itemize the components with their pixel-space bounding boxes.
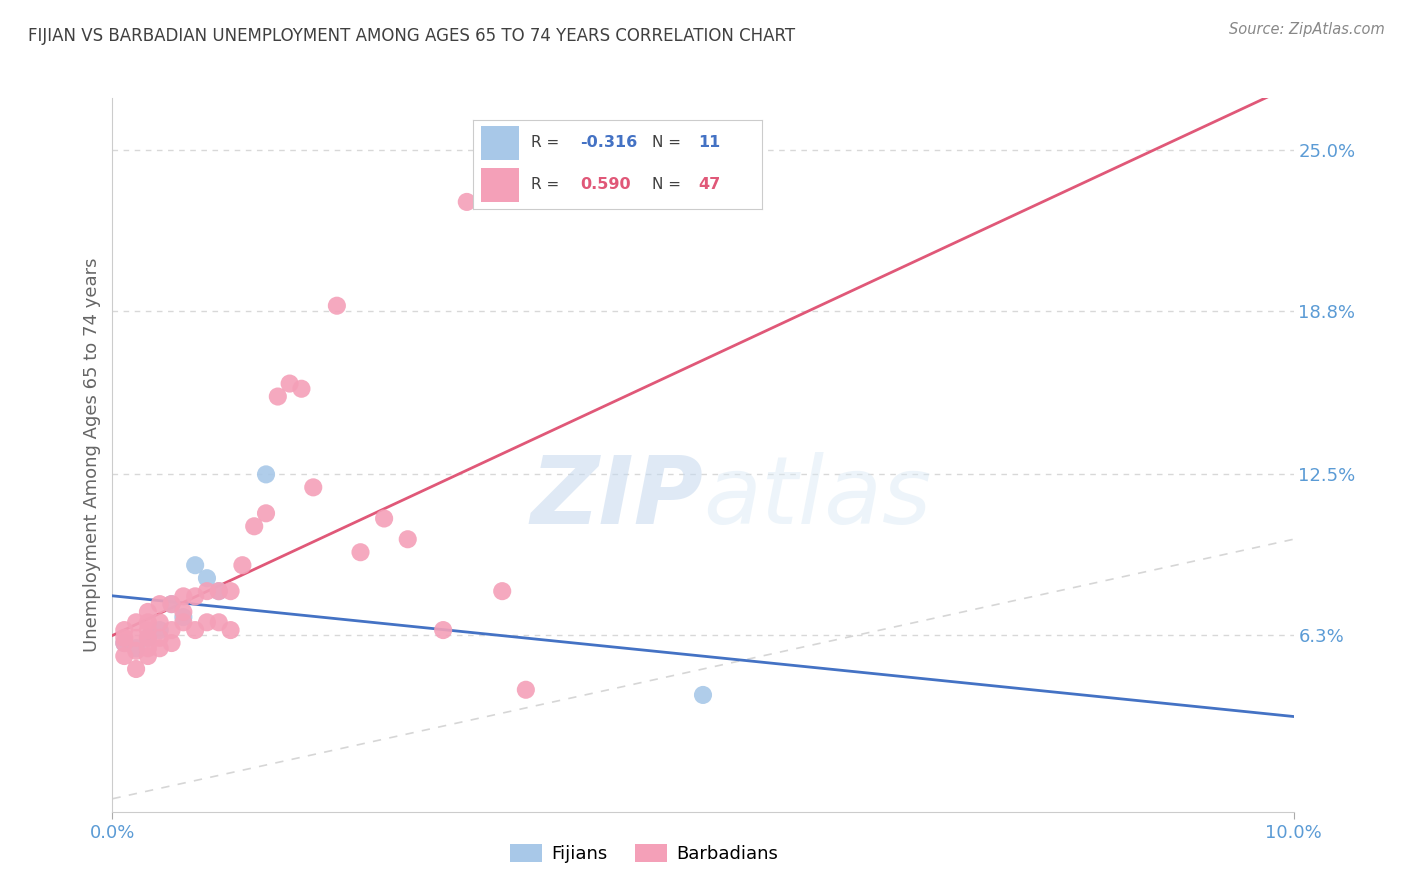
Point (692, 688, 714, 702)
Point (491, 584, 513, 599)
Point (456, 194, 478, 209)
Point (149, 615, 172, 630)
Point (290, 382, 312, 396)
Point (136, 631, 159, 645)
Point (172, 615, 194, 630)
Legend: Fijians, Barbadians: Fijians, Barbadians (502, 837, 786, 871)
Point (149, 641, 172, 656)
Point (195, 615, 218, 630)
Point (112, 631, 135, 645)
Text: ZIP: ZIP (530, 451, 703, 544)
Point (349, 545, 371, 559)
Point (243, 519, 266, 533)
Point (267, 390, 290, 404)
Point (112, 623, 135, 637)
Point (184, 558, 207, 573)
Point (136, 641, 159, 656)
Point (172, 590, 194, 604)
Point (125, 615, 148, 630)
Point (160, 597, 183, 611)
Point (136, 605, 159, 619)
Point (149, 631, 172, 645)
Text: FIJIAN VS BARBADIAN UNEMPLOYMENT AMONG AGES 65 TO 74 YEARS CORRELATION CHART: FIJIAN VS BARBADIAN UNEMPLOYMENT AMONG A… (28, 27, 796, 45)
Point (160, 623, 183, 637)
Point (231, 558, 253, 573)
Point (373, 511, 395, 525)
Point (125, 644, 148, 658)
Point (125, 631, 148, 645)
Point (149, 623, 172, 637)
Point (125, 662, 148, 676)
Point (195, 571, 218, 585)
Point (208, 584, 231, 599)
Point (432, 623, 454, 637)
Point (208, 584, 231, 599)
Point (149, 597, 172, 611)
Point (172, 610, 194, 624)
Point (278, 376, 301, 391)
Point (184, 590, 207, 604)
Point (219, 623, 242, 637)
Point (136, 623, 159, 637)
Point (136, 615, 159, 630)
Point (219, 584, 242, 599)
Point (184, 623, 207, 637)
Point (195, 584, 218, 599)
Point (254, 467, 277, 482)
Point (112, 636, 135, 650)
Point (208, 615, 231, 630)
Text: atlas: atlas (703, 452, 931, 543)
Point (112, 648, 135, 663)
Point (172, 605, 194, 619)
Point (112, 636, 135, 650)
Point (326, 299, 349, 313)
Point (136, 648, 159, 663)
Point (396, 533, 419, 547)
Point (136, 631, 159, 645)
Point (160, 597, 183, 611)
Text: Source: ZipAtlas.com: Source: ZipAtlas.com (1229, 22, 1385, 37)
Y-axis label: Unemployment Among Ages 65 to 74 years: Unemployment Among Ages 65 to 74 years (83, 258, 101, 652)
Point (302, 480, 325, 494)
Point (125, 641, 148, 656)
Point (515, 682, 537, 697)
Point (160, 636, 183, 650)
Point (254, 506, 277, 520)
